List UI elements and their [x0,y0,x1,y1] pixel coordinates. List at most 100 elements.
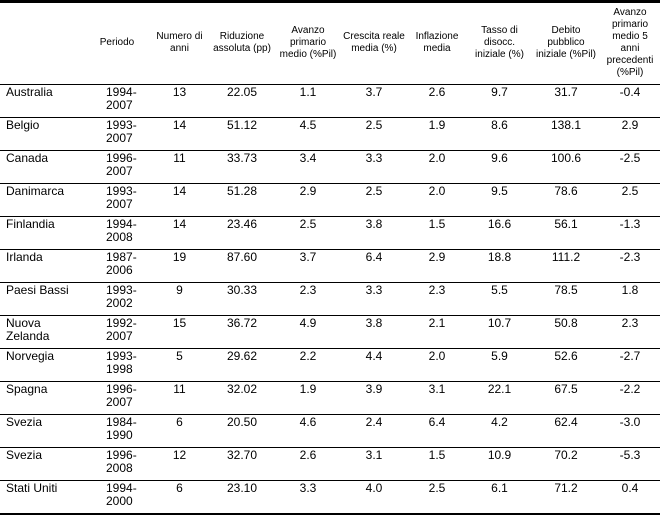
cell-inflation: 2.0 [407,150,467,184]
header-prev-surplus: Avanzo primario medio 5 anni precedenti … [600,2,660,85]
cell-growth: 3.7 [341,84,407,118]
cell-unemployment: 9.5 [467,183,532,217]
cell-prev-surplus: 2.9 [600,117,660,151]
cell-period: 1992-2007 [84,315,150,349]
cell-inflation: 2.1 [407,315,467,349]
cell-country: Svezia [0,447,84,481]
cell-inflation: 2.0 [407,183,467,217]
table-row: Norvegia 1993-1998 5 29.62 2.2 4.4 2.0 5.9 52.6-… [0,348,660,382]
cell-years: 15 [150,315,209,349]
cell-prev-surplus: -0.4 [600,84,660,118]
cell-years: 6 [150,414,209,448]
cell-years: 12 [150,447,209,481]
cell-country: Nuova Zelanda [0,315,84,349]
cell-debt: 56.1 [532,216,600,250]
cell-surplus: 3.7 [275,249,341,283]
cell-surplus: 2.5 [275,216,341,250]
table-body: Australia 1994-2007 13 22.05 1.1 3.7 2.6 9.7 31.… [0,84,660,515]
table-row: Belgio 1993-2007 14 51.12 4.5 2.5 1.9 8.6 138.1 2… [0,117,660,151]
cell-inflation: 2.9 [407,249,467,283]
cell-inflation: 6.4 [407,414,467,448]
cell-period: 1984-1990 [84,414,150,448]
cell-surplus: 2.6 [275,447,341,481]
cell-reduction: 32.70 [209,447,275,481]
cell-surplus: 3.4 [275,150,341,184]
header-country [0,2,84,85]
cell-surplus: 2.9 [275,183,341,217]
cell-debt: 138.1 [532,117,600,151]
cell-reduction: 51.28 [209,183,275,217]
header-period: Periodo [84,2,150,85]
cell-country: Irlanda [0,249,84,283]
cell-debt: 78.5 [532,282,600,316]
table-row: Svezia 1996-2008 12 32.70 2.6 3.1 1.5 10.9 70.2-… [0,447,660,481]
cell-inflation: 1.5 [407,447,467,481]
cell-prev-surplus: 0.4 [600,480,660,515]
cell-reduction: 36.72 [209,315,275,349]
cell-unemployment: 16.6 [467,216,532,250]
cell-period: 1993-2007 [84,183,150,217]
cell-period: 1993-2007 [84,117,150,151]
cell-debt: 67.5 [532,381,600,415]
cell-debt: 78.6 [532,183,600,217]
cell-unemployment: 10.7 [467,315,532,349]
cell-unemployment: 5.5 [467,282,532,316]
cell-surplus: 4.5 [275,117,341,151]
cell-growth: 3.8 [341,216,407,250]
cell-prev-surplus: 2.3 [600,315,660,349]
cell-debt: 71.2 [532,480,600,515]
table-row: Svezia 1984-1990 6 20.50 4.6 2.4 6.4 4.2 62.4 -3.… [0,414,660,448]
cell-country: Spagna [0,381,84,415]
cell-unemployment: 22.1 [467,381,532,415]
cell-period: 1994-2000 [84,480,150,515]
header-years: Numero di anni [150,2,209,85]
cell-country: Norvegia [0,348,84,382]
cell-period: 1996-2007 [84,381,150,415]
cell-growth: 4.0 [341,480,407,515]
header-inflation: Inflazione media [407,2,467,85]
cell-growth: 3.3 [341,282,407,316]
cell-years: 6 [150,480,209,515]
cell-inflation: 3.1 [407,381,467,415]
header-debt: Debito pubblico iniziale (%Pil) [532,2,600,85]
cell-prev-surplus: -2.5 [600,150,660,184]
cell-debt: 70.2 [532,447,600,481]
cell-period: 1993-1998 [84,348,150,382]
cell-reduction: 23.10 [209,480,275,515]
table-row: Danimarca 1993-2007 14 51.28 2.9 2.5 2.0 9.5 78.… [0,183,660,217]
cell-unemployment: 8.6 [467,117,532,151]
cell-growth: 6.4 [341,249,407,283]
cell-prev-surplus: 2.5 [600,183,660,217]
cell-inflation: 2.6 [407,84,467,118]
header-surplus: Avanzo primario medio (%Pil) [275,2,341,85]
cell-debt: 52.6 [532,348,600,382]
cell-growth: 3.8 [341,315,407,349]
cell-years: 11 [150,381,209,415]
table-row: Canada 1996-2007 11 33.73 3.4 3.3 2.0 9.6 100.6-… [0,150,660,184]
table-row: Irlanda 1987-2006 19 87.60 3.7 6.4 2.9 18.8 111.… [0,249,660,283]
cell-growth: 3.3 [341,150,407,184]
cell-debt: 100.6 [532,150,600,184]
header-reduction: Riduzione assoluta (pp) [209,2,275,85]
cell-growth: 4.4 [341,348,407,382]
cell-growth: 3.1 [341,447,407,481]
cell-country: Danimarca [0,183,84,217]
cell-period: 1994-2008 [84,216,150,250]
cell-reduction: 29.62 [209,348,275,382]
cell-reduction: 30.33 [209,282,275,316]
cell-unemployment: 5.9 [467,348,532,382]
table-row: Spagna 1996-2007 11 32.02 1.9 3.9 3.1 22.1 67.5-… [0,381,660,415]
cell-years: 14 [150,216,209,250]
cell-country: Svezia [0,414,84,448]
cell-country: Finlandia [0,216,84,250]
cell-country: Belgio [0,117,84,151]
cell-years: 14 [150,117,209,151]
cell-inflation: 2.5 [407,480,467,515]
cell-reduction: 20.50 [209,414,275,448]
table-row: Finlandia 1994-2008 14 23.46 2.5 3.8 1.5 16.6 56… [0,216,660,250]
cell-years: 19 [150,249,209,283]
cell-country: Australia [0,84,84,118]
cell-years: 9 [150,282,209,316]
cell-years: 11 [150,150,209,184]
cell-prev-surplus: -2.3 [600,249,660,283]
